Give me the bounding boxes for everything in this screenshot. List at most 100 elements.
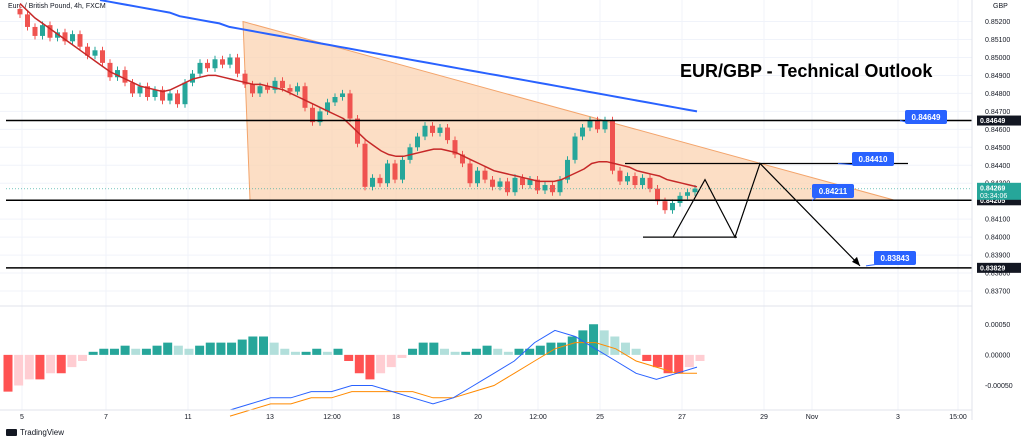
- macd-histogram-bar: [173, 345, 183, 355]
- candle-body: [670, 202, 675, 211]
- candle-body: [77, 34, 83, 47]
- callout-box: [812, 184, 854, 198]
- macd-histogram-bar: [684, 354, 694, 368]
- macd-histogram-bar: [695, 354, 705, 361]
- candle-body: [182, 82, 188, 105]
- macd-histogram-bar: [35, 354, 45, 380]
- price-tick-label: 0.85100: [985, 37, 1010, 44]
- candle-body: [175, 93, 180, 105]
- currency-label: GBP: [993, 3, 1008, 10]
- time-tick-label: 12:00: [323, 414, 341, 421]
- candle-body: [505, 181, 510, 193]
- candle-body: [460, 154, 465, 164]
- price-tick-label: 0.84900: [985, 73, 1010, 80]
- candle-body: [610, 120, 615, 171]
- candle-body: [47, 25, 53, 38]
- time-tick-label: 7: [104, 414, 108, 421]
- macd-histogram-bar: [546, 342, 556, 355]
- macd-histogram-bar: [280, 348, 290, 355]
- candle-body: [662, 201, 668, 211]
- price-axis[interactable]: 0.85200 0.85100 0.85000 0.84900 0.84800 0.847…: [6, 0, 1021, 420]
- candle-body: [430, 125, 435, 133]
- candle-body: [415, 136, 420, 148]
- macd-histogram-bar: [620, 342, 630, 355]
- candle-body: [55, 32, 60, 38]
- candle-body: [655, 188, 660, 202]
- candle-body: [640, 177, 645, 186]
- macd-histogram-bar: [163, 342, 173, 355]
- candle-body: [497, 181, 503, 187]
- macd-histogram-bar: [471, 348, 481, 355]
- macd-histogram-bar: [397, 354, 407, 358]
- price-tick-label: 0.84100: [985, 217, 1010, 224]
- candle-body: [685, 192, 690, 196]
- chart-title: EUR/GBP - Technical Outlook: [680, 61, 933, 81]
- time-tick-label: 11: [184, 414, 191, 421]
- candle-body: [625, 176, 630, 182]
- price-tick-label: 0.84000: [985, 235, 1010, 242]
- price-tick-label: 0.83900: [985, 253, 1010, 260]
- level-axis-label: 0.84649: [980, 118, 1005, 125]
- candle-body: [677, 195, 683, 203]
- time-axis[interactable]: 5 7 11 13 12:00 18 20 12:00 25 27 29 Nov 3 15:00: [0, 409, 972, 421]
- candle-body: [490, 179, 495, 187]
- price-tick-label: 0.84600: [985, 127, 1010, 134]
- price-tick-label: 0.84400: [985, 163, 1010, 170]
- candle-body: [400, 159, 405, 180]
- candle-body: [377, 177, 383, 184]
- macd-histogram-bar: [610, 336, 620, 355]
- macd-histogram-bar: [365, 354, 375, 380]
- macd-histogram-bar: [525, 348, 535, 355]
- macd-histogram-bar: [312, 348, 322, 355]
- macd-histogram-bar: [88, 351, 98, 355]
- tradingview-logo-icon: [6, 429, 17, 436]
- macd-histogram-bar: [344, 354, 354, 361]
- brand: TradingView: [6, 428, 64, 437]
- candle-body: [92, 50, 98, 56]
- time-tick-label: 15:00: [949, 414, 967, 421]
- candle-body: [107, 62, 113, 78]
- macd-histogram-bar: [663, 354, 673, 374]
- callout-box: [874, 251, 916, 265]
- candle-body: [62, 32, 68, 42]
- callout-label: 0.84649: [912, 113, 941, 122]
- macd-histogram-bar: [184, 348, 194, 355]
- candle-body: [332, 97, 338, 103]
- candle-body: [407, 147, 413, 160]
- last-price-label: 0.84269: [980, 185, 1005, 192]
- macd-histogram-bar: [450, 351, 460, 355]
- candle-body: [595, 120, 600, 130]
- candle-body: [242, 73, 248, 85]
- candle-body: [280, 80, 285, 89]
- time-tick-label: Nov: [806, 414, 819, 421]
- candle-body: [212, 59, 218, 69]
- time-tick-label: 29: [760, 414, 768, 421]
- macd-histogram-bar: [141, 348, 151, 355]
- level-axis-box: [977, 262, 1021, 273]
- candle-body: [617, 170, 623, 182]
- candle-body: [287, 88, 293, 92]
- macd-panel: [3, 324, 705, 417]
- signal-line: [229, 342, 697, 417]
- candle-body: [527, 179, 533, 186]
- macd-line: [229, 329, 698, 411]
- macd-histogram-bar: [120, 345, 130, 355]
- callout-box: [905, 110, 947, 124]
- macd-histogram-bar: [354, 354, 364, 374]
- macd-histogram-bar: [674, 354, 684, 374]
- candle-body: [437, 127, 443, 133]
- candle-body: [572, 136, 578, 160]
- macd-histogram-bar: [56, 354, 66, 374]
- candle-body: [17, 8, 23, 15]
- candle-body: [325, 102, 330, 112]
- ma-fast-line: [19, 3, 698, 188]
- price-tick-label: 0.85200: [985, 19, 1010, 26]
- macd-histogram-bar: [131, 348, 141, 355]
- candle-body: [295, 86, 300, 92]
- candle-body: [40, 25, 45, 36]
- macd-histogram-bar: [429, 342, 439, 355]
- macd-histogram-bar: [205, 342, 215, 355]
- macd-histogram-bar: [78, 354, 88, 361]
- candles: [17, 5, 698, 214]
